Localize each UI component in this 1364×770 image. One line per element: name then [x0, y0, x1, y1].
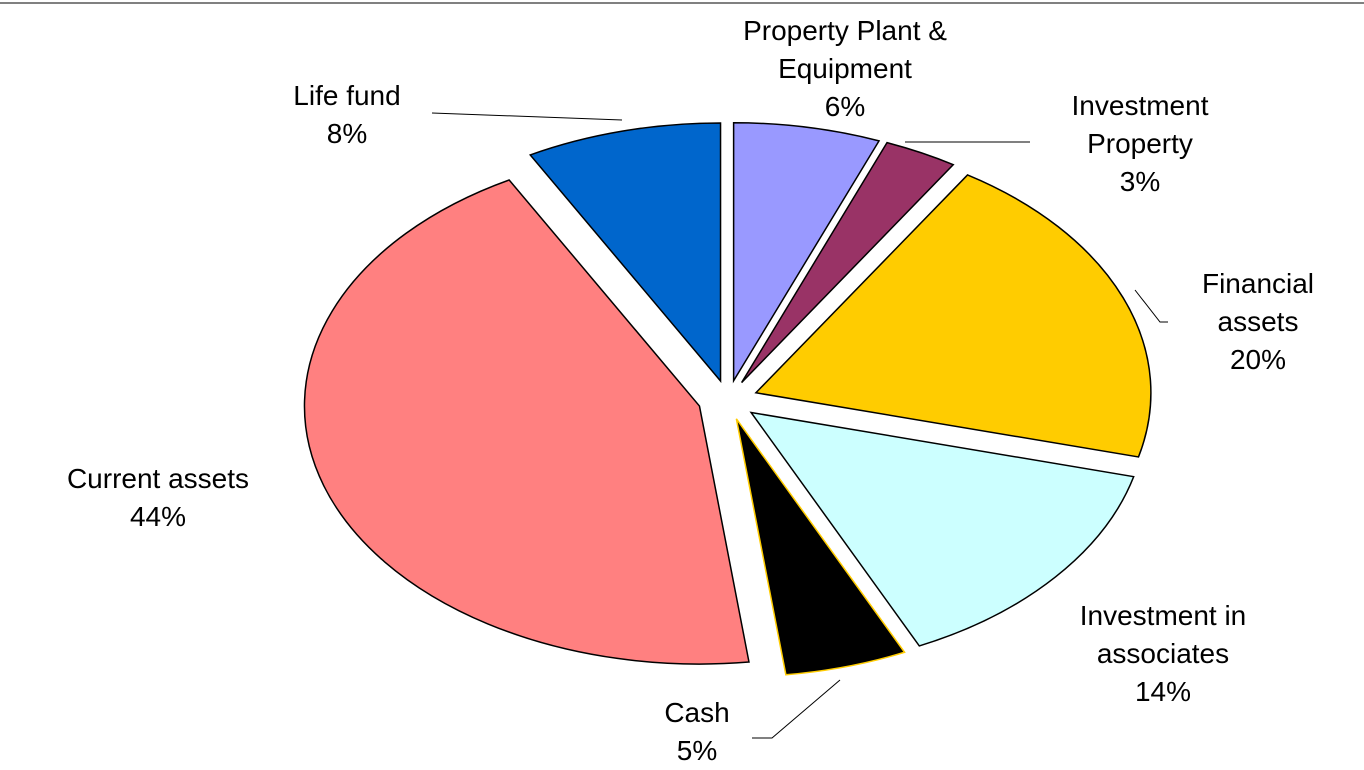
slice-label: Life fund 8%	[247, 77, 447, 153]
value-label: 20%	[1229, 344, 1287, 375]
value-label: 5%	[676, 735, 718, 766]
pie-slice	[303, 179, 750, 665]
category-label: Investment Property	[1071, 90, 1209, 159]
slice-label: Cash 5%	[637, 694, 757, 770]
category-label: Cash	[664, 697, 730, 728]
value-label: 44%	[129, 501, 187, 532]
leader-line	[1134, 289, 1168, 323]
slice-label: Current assets 44%	[0, 460, 318, 536]
pie-slice	[749, 411, 1135, 647]
slice-label: Property Plant & Equipment 6%	[730, 12, 960, 126]
category-label: Current assets	[66, 463, 250, 494]
leader-line	[752, 679, 841, 739]
value-label: 3%	[1119, 166, 1161, 197]
leader-line	[431, 112, 623, 121]
pie-slice	[732, 122, 881, 384]
category-label: Investment in associates	[1079, 600, 1247, 669]
slice-label: Investment Property 3%	[1035, 87, 1245, 201]
category-label: Life fund	[293, 80, 401, 111]
slice-label: Financial assets 20%	[1168, 265, 1348, 379]
pie-slice	[740, 141, 955, 384]
pie-slice	[735, 418, 906, 676]
category-label: Financial assets	[1201, 268, 1315, 337]
category-label: Property Plant & Equipment	[743, 15, 947, 84]
pie-slice	[754, 174, 1152, 458]
value-label: 8%	[326, 118, 368, 149]
slice-label: Investment in associates 14%	[1043, 597, 1283, 711]
value-label: 6%	[824, 91, 866, 122]
value-label: 14%	[1134, 676, 1192, 707]
pie-slice	[528, 122, 722, 384]
